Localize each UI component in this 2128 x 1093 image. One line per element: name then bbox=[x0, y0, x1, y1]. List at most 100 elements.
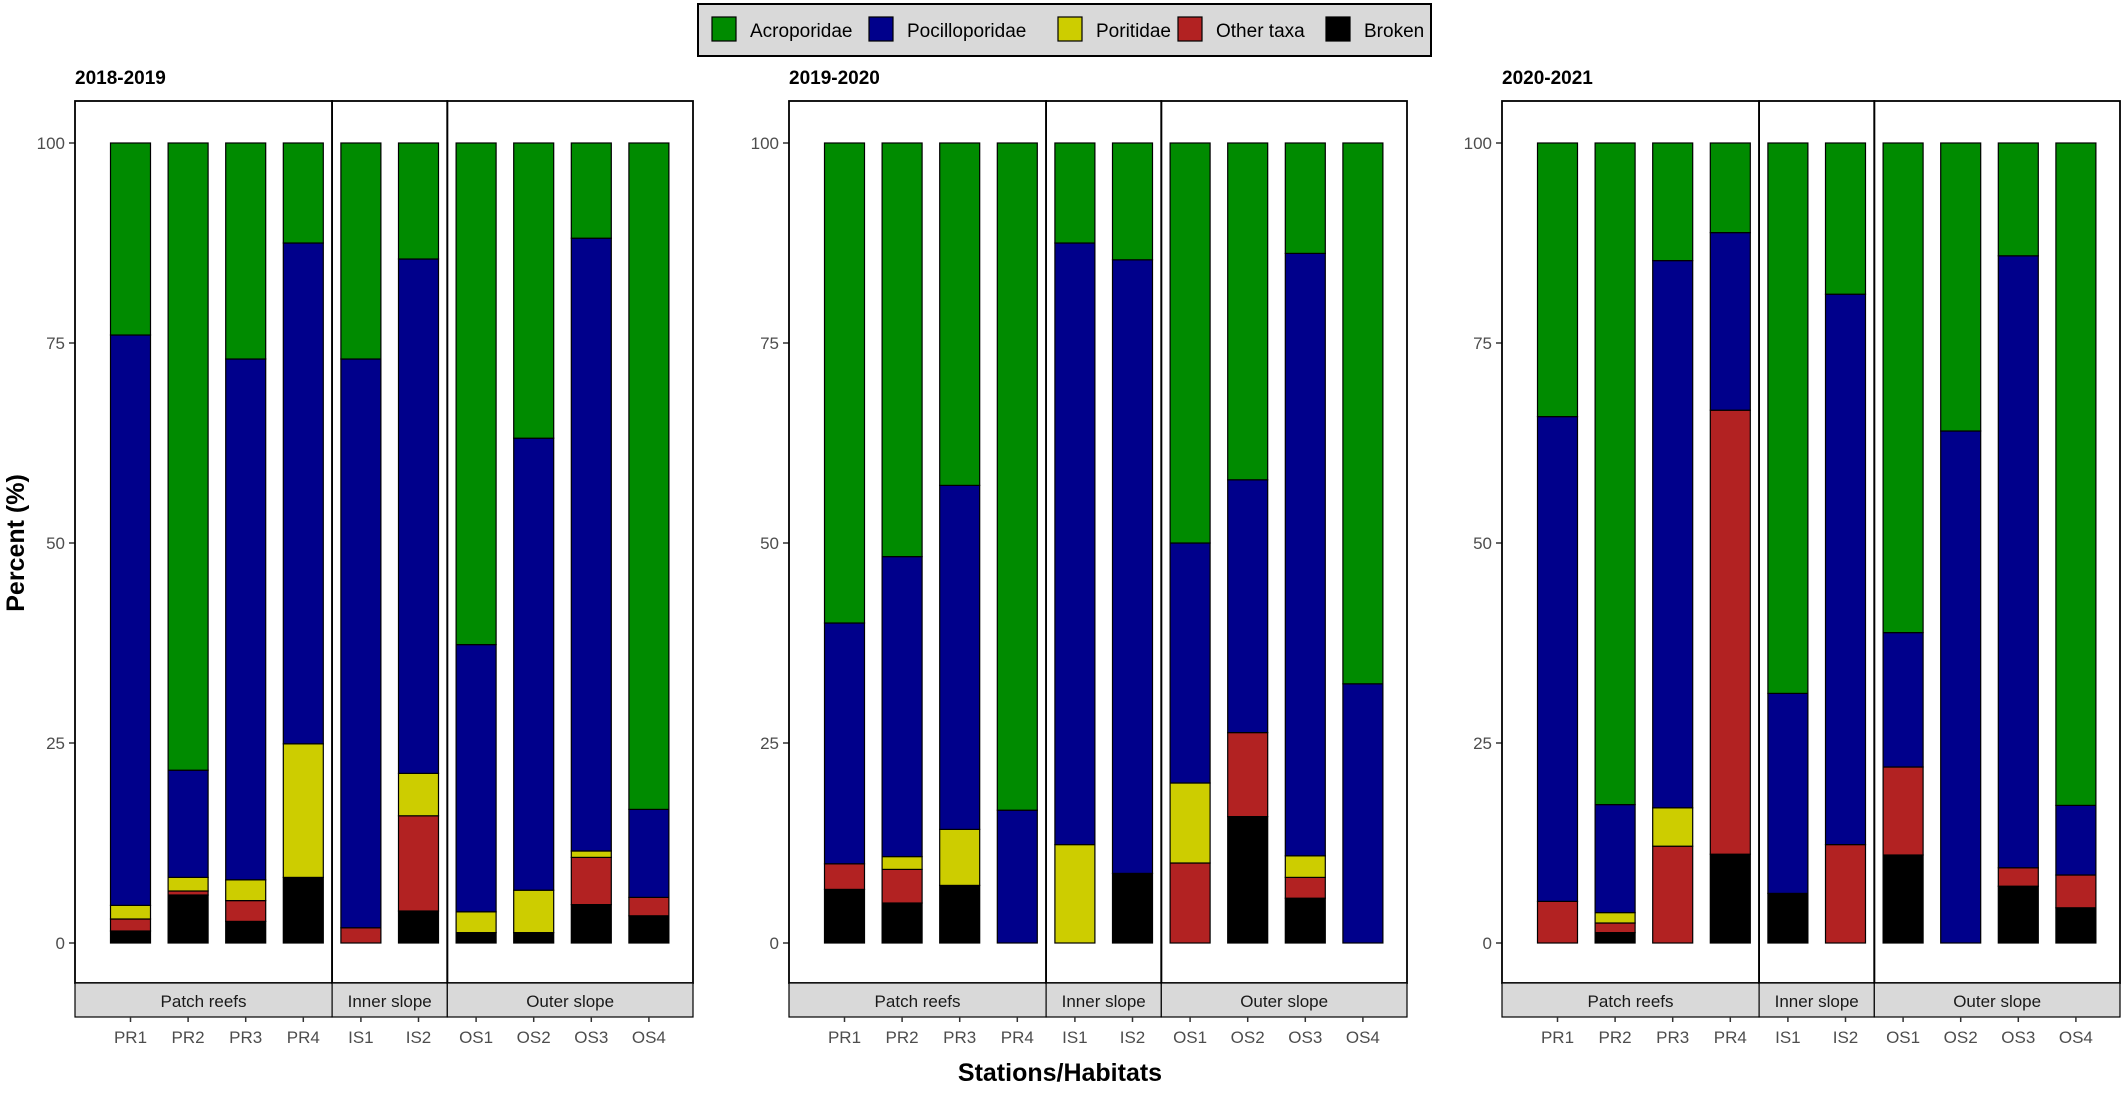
bar-segment-broken bbox=[282, 876, 324, 944]
bar-segment-pocilloporidae bbox=[109, 334, 152, 907]
legend-key-pocilloporidae bbox=[868, 16, 894, 42]
bar-segment-pocilloporidae bbox=[340, 358, 382, 929]
bar-segment-poritidae bbox=[1284, 855, 1326, 878]
x-tick-label: OS3 bbox=[1288, 1028, 1322, 1047]
y-tick-label: 50 bbox=[1473, 534, 1492, 553]
bar-os2 bbox=[513, 142, 555, 944]
bar-segment-pocilloporidae bbox=[1767, 692, 1809, 895]
bar-segment-acroporidae bbox=[2055, 142, 2097, 807]
bar-segment-poritidae bbox=[397, 772, 440, 817]
bar-segment-acroporidae bbox=[881, 142, 923, 558]
bar-segment-pocilloporidae bbox=[1169, 542, 1211, 784]
x-tick-label: OS3 bbox=[574, 1028, 608, 1047]
bar-segment-pocilloporidae bbox=[996, 809, 1038, 944]
legend-key-poritidae bbox=[1057, 16, 1083, 42]
facet-strip-label: Inner slope bbox=[1775, 992, 1859, 1011]
x-axis: PR1 PR2 PR3 PR4 IS1 IS2 OS1 OS2 OS3 OS4 bbox=[1541, 1017, 2093, 1047]
x-axis: PR1 PR2 PR3 PR4 IS1 IS2 OS1 OS2 OS3 OS4 bbox=[114, 1017, 666, 1047]
bar-is2 bbox=[1824, 142, 1867, 944]
bar-segment-acroporidae bbox=[1342, 142, 1384, 685]
bar-segment-acroporidae bbox=[1997, 142, 2039, 257]
bar-segment-other-taxa bbox=[397, 815, 440, 912]
legend: Acroporidae Pocilloporidae Poritidae Other … bbox=[697, 3, 1432, 57]
bar-os3 bbox=[1997, 142, 2039, 944]
panel-title: 2018-2019 bbox=[75, 68, 166, 89]
x-tick-label: PR3 bbox=[229, 1028, 262, 1047]
bar-pr1 bbox=[823, 142, 866, 944]
bar-segment-other-taxa bbox=[1709, 409, 1751, 855]
bar-segment-other-taxa bbox=[1824, 843, 1867, 944]
bar-is2 bbox=[397, 142, 440, 944]
bar-segment-pocilloporidae bbox=[513, 437, 555, 891]
bar-segment-poritidae bbox=[455, 911, 497, 934]
bar-segment-broken bbox=[881, 902, 923, 944]
bar-segment-acroporidae bbox=[570, 142, 612, 239]
bar-segment-pocilloporidae bbox=[1824, 293, 1867, 846]
bar-segment-pocilloporidae bbox=[282, 242, 324, 745]
bar-os4 bbox=[628, 142, 670, 944]
bar-segment-broken bbox=[2055, 907, 2097, 944]
bar-segment-pocilloporidae bbox=[2055, 804, 2097, 876]
bar-segment-other-taxa bbox=[1882, 766, 1924, 856]
x-axis: PR1 PR2 PR3 PR4 IS1 IS2 OS1 OS2 OS3 OS4 bbox=[828, 1017, 1380, 1047]
bar-is1 bbox=[1767, 142, 1809, 944]
bar-segment-broken bbox=[823, 888, 866, 944]
facet-strip-label: Inner slope bbox=[348, 992, 432, 1011]
y-tick-label: 75 bbox=[760, 334, 779, 353]
legend-item-other-taxa: Other taxa bbox=[1177, 16, 1305, 42]
y-tick-label: 25 bbox=[1473, 734, 1492, 753]
bar-segment-other-taxa bbox=[2055, 874, 2097, 909]
bar-segment-pocilloporidae bbox=[455, 643, 497, 913]
y-axis: 0 25 50 75 100 bbox=[37, 134, 75, 953]
bar-segment-broken bbox=[1284, 897, 1326, 944]
bar-segment-broken bbox=[1767, 892, 1809, 944]
bar-os3 bbox=[1284, 142, 1326, 944]
bar-segment-pocilloporidae bbox=[397, 258, 440, 775]
facet-strip-inner-slope bbox=[1045, 982, 1162, 1018]
y-tick-label: 50 bbox=[46, 534, 65, 553]
bar-os2 bbox=[1940, 142, 1982, 944]
bars bbox=[1536, 142, 2097, 944]
bar-segment-acroporidae bbox=[340, 142, 382, 360]
bar-segment-acroporidae bbox=[1940, 142, 1982, 432]
bar-segment-acroporidae bbox=[939, 142, 981, 486]
x-tick-label: PR4 bbox=[1714, 1028, 1747, 1047]
legend-key-other-taxa bbox=[1177, 16, 1203, 42]
bar-os2 bbox=[1227, 142, 1269, 944]
bar-segment-acroporidae bbox=[1767, 142, 1809, 695]
facet-strip-outer-slope bbox=[1160, 982, 1408, 1018]
facet-strip-label: Outer slope bbox=[1953, 992, 2041, 1011]
y-axis-title: Percent (%) bbox=[2, 474, 30, 612]
bar-segment-acroporidae bbox=[1652, 142, 1694, 262]
panel-2020-2021: 2020-2021 0 25 50 75 100 Patch reefs Inner slop… bbox=[1464, 68, 2121, 1047]
legend-label-pocilloporidae: Pocilloporidae bbox=[907, 21, 1026, 42]
legend-item-poritidae: Poritidae bbox=[1057, 16, 1171, 42]
x-tick-label: PR1 bbox=[114, 1028, 147, 1047]
bar-segment-acroporidae bbox=[1111, 142, 1154, 261]
x-tick-label: PR2 bbox=[172, 1028, 205, 1047]
x-tick-label: OS2 bbox=[1231, 1028, 1265, 1047]
bar-segment-acroporidae bbox=[282, 142, 324, 244]
bar-segment-other-taxa bbox=[823, 863, 866, 890]
legend-item-acroporidae: Acroporidae bbox=[711, 16, 852, 42]
x-tick-label: PR2 bbox=[886, 1028, 919, 1047]
bar-segment-poritidae bbox=[225, 879, 267, 902]
bar-pr1 bbox=[1536, 142, 1579, 944]
x-tick-label: PR4 bbox=[287, 1028, 320, 1047]
bar-segment-broken bbox=[1111, 872, 1154, 944]
bar-segment-pocilloporidae bbox=[1940, 430, 1982, 944]
x-tick-label: IS1 bbox=[1775, 1028, 1801, 1047]
bar-segment-broken bbox=[1997, 885, 2039, 944]
x-tick-label: IS1 bbox=[1062, 1028, 1088, 1047]
bar-segment-other-taxa bbox=[1536, 900, 1579, 944]
bar-is2 bbox=[1111, 142, 1154, 944]
bar-segment-pocilloporidae bbox=[570, 237, 612, 852]
legend-label-acroporidae: Acroporidae bbox=[750, 21, 852, 42]
bar-segment-pocilloporidae bbox=[1652, 260, 1694, 809]
bar-segment-poritidae bbox=[1054, 843, 1096, 944]
x-tick-label: OS4 bbox=[2059, 1028, 2093, 1047]
bar-segment-acroporidae bbox=[1709, 142, 1751, 234]
x-tick-label: IS2 bbox=[1120, 1028, 1146, 1047]
